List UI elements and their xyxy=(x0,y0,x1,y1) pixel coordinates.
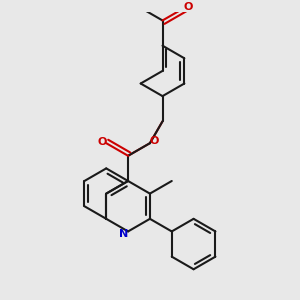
Text: O: O xyxy=(184,2,193,12)
Text: O: O xyxy=(98,137,107,147)
Text: N: N xyxy=(119,229,128,239)
Text: O: O xyxy=(149,136,158,146)
